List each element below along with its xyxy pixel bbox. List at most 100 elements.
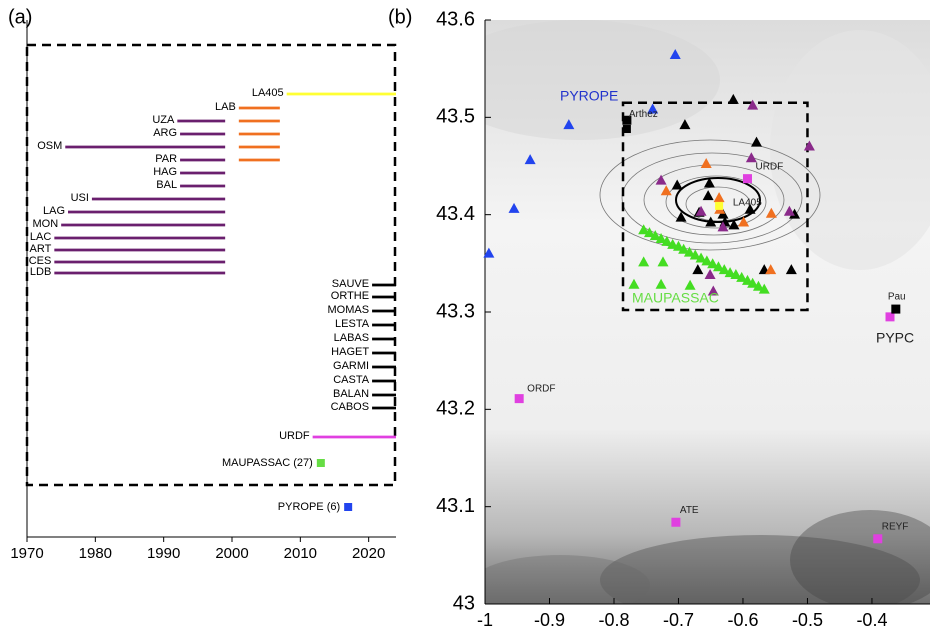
y-tick-label: 43.1 <box>436 495 475 517</box>
row-label: USI <box>71 192 89 204</box>
network-label: MAUPASSAC (27) <box>222 457 313 469</box>
row-label: MON <box>32 218 58 230</box>
station-triangle <box>628 278 640 289</box>
station-triangle <box>704 269 716 280</box>
station-triangle <box>785 264 797 275</box>
station-triangle <box>689 249 701 260</box>
contour-main <box>675 177 761 223</box>
station-triangle <box>655 233 667 243</box>
station-triangle <box>661 235 673 246</box>
station-triangle <box>730 269 742 280</box>
station-triangle <box>669 49 681 60</box>
row-label: ART <box>30 243 52 255</box>
station-triangle <box>679 119 691 130</box>
station-square <box>715 201 724 210</box>
row-label: PAR <box>155 153 177 165</box>
station-label: Pau <box>888 292 906 303</box>
row-label: ARG <box>153 127 177 139</box>
station-square <box>742 174 752 184</box>
terrain <box>485 20 930 604</box>
station-triangle <box>508 202 520 213</box>
row-label: CABOS <box>331 401 370 413</box>
station-square <box>891 304 901 314</box>
row-label: BALAN <box>333 388 369 400</box>
network-label: PYROPE (6) <box>278 501 340 513</box>
network-annotation: MAUPASSAC <box>632 290 719 306</box>
station-triangle <box>745 152 757 163</box>
y-tick-label: 43.5 <box>436 106 475 128</box>
station-triangle <box>638 224 650 235</box>
station-triangle <box>712 261 724 272</box>
row-label: HAGET <box>331 346 369 358</box>
station-label: URDF <box>755 161 783 172</box>
station-triangle <box>803 140 815 151</box>
x-tick-label: -0.8 <box>598 610 629 630</box>
station-triangle <box>692 264 704 275</box>
station-triangle <box>727 93 739 104</box>
station-triangle <box>695 205 707 216</box>
row-label: LESTA <box>335 318 370 330</box>
x-tick-label: -1 <box>477 610 493 630</box>
y-tick-label: 43.2 <box>436 398 475 420</box>
row-label: LDB <box>30 266 51 278</box>
station-triangle <box>684 279 696 290</box>
station-triangle <box>701 255 713 266</box>
row-label: LAB <box>215 101 236 113</box>
station-triangle <box>660 185 672 196</box>
x-tick-label: 1970 <box>10 545 43 562</box>
row-label: LAC <box>30 231 51 243</box>
station-square <box>885 312 895 322</box>
x-tick-label: 1990 <box>147 545 180 562</box>
station-triangle <box>667 238 679 249</box>
y-tick-label: 43 <box>453 592 475 614</box>
network-marker <box>316 459 325 467</box>
station-square <box>873 534 883 544</box>
station-triangle <box>643 227 655 238</box>
station-triangle <box>783 205 795 216</box>
x-tick-label: 2010 <box>284 545 317 562</box>
station-triangle <box>718 264 730 275</box>
station-triangle <box>700 158 712 169</box>
station-square <box>622 115 632 125</box>
station-triangle <box>744 203 756 214</box>
station-triangle <box>657 256 669 267</box>
row-label: URDF <box>279 430 310 442</box>
station-triangle <box>747 277 759 288</box>
row-label: BAL <box>156 179 177 191</box>
station-triangle <box>736 271 748 282</box>
station-triangle <box>524 154 536 165</box>
station-label: ATE <box>680 505 699 516</box>
station-triangle <box>703 177 715 188</box>
station-label: PYPC <box>876 330 914 346</box>
panel-label: (a) <box>8 6 32 28</box>
station-triangle <box>717 221 729 232</box>
x-tick-label: -0.9 <box>534 610 565 630</box>
station-triangle <box>728 219 740 230</box>
station-triangle <box>483 247 495 258</box>
station-triangle <box>751 136 763 147</box>
station-triangle <box>683 246 695 257</box>
x-tick-label: 2020 <box>352 545 385 562</box>
row-label: GARMI <box>333 360 369 372</box>
y-tick-label: 43.6 <box>436 8 475 30</box>
x-tick-label: 1980 <box>79 545 112 562</box>
station-triangle <box>747 99 759 110</box>
station-triangle <box>713 192 725 203</box>
station-label: Arthez <box>629 109 658 120</box>
row-label: LAG <box>43 205 65 217</box>
row-label: LABAS <box>334 332 369 344</box>
region-box <box>25 43 397 487</box>
row-label: CES <box>29 255 52 267</box>
row-label: SAUVE <box>332 278 369 290</box>
study-box <box>621 101 809 312</box>
station-triangle <box>752 280 764 291</box>
station-label: REYF <box>882 521 909 532</box>
x-tick-label: -0.5 <box>792 610 823 630</box>
station-triangle <box>655 278 667 289</box>
station-square <box>671 517 681 527</box>
y-tick-label: 43.4 <box>436 203 475 225</box>
row-label: UZA <box>152 114 175 126</box>
station-triangle <box>724 267 736 278</box>
station-triangle <box>758 283 770 294</box>
